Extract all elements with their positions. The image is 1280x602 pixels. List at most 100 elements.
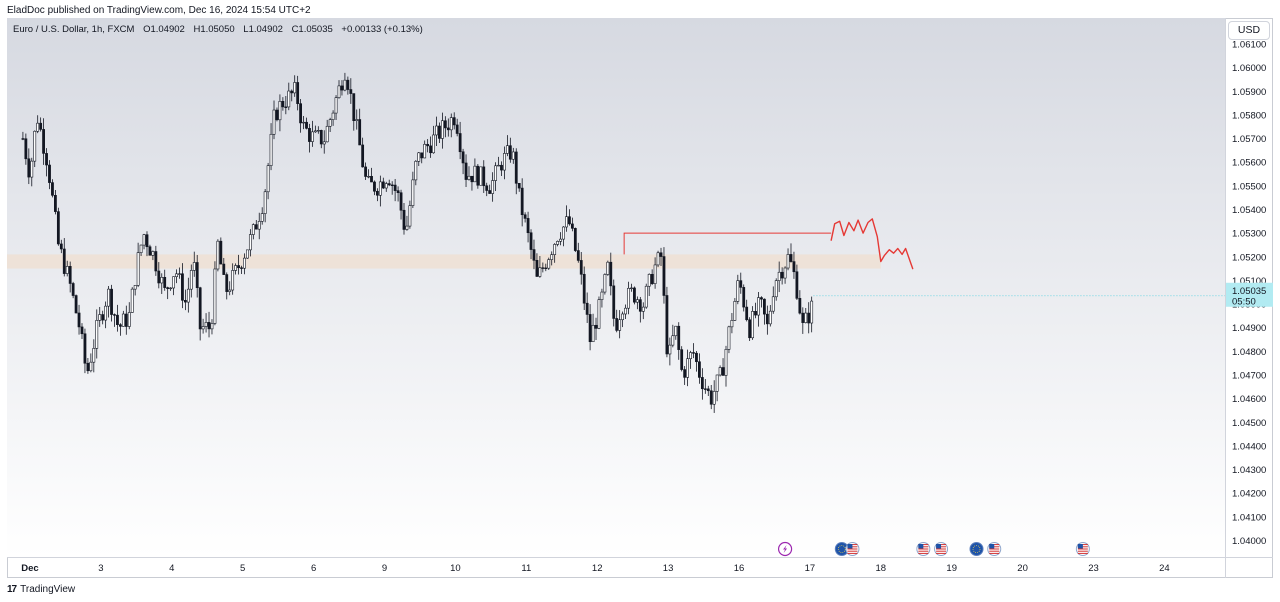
candle-body bbox=[621, 313, 625, 321]
candle bbox=[305, 117, 308, 130]
candle bbox=[319, 129, 323, 149]
candle-body bbox=[71, 283, 75, 296]
candle bbox=[765, 305, 769, 335]
candle bbox=[538, 256, 542, 278]
candle bbox=[213, 261, 217, 326]
candle-body bbox=[570, 223, 574, 229]
candle bbox=[417, 152, 421, 166]
candle bbox=[210, 319, 214, 335]
x-tick-label: 18 bbox=[876, 563, 887, 574]
candle bbox=[207, 311, 211, 338]
candle bbox=[201, 318, 205, 334]
candle bbox=[556, 240, 560, 247]
candle bbox=[763, 298, 766, 325]
symbol-name: Euro / U.S. Dollar, 1h, FXCM bbox=[13, 24, 135, 35]
candle bbox=[104, 301, 108, 329]
candle bbox=[624, 304, 627, 320]
support-resistance-zone[interactable] bbox=[7, 254, 881, 269]
candle-body bbox=[27, 158, 31, 178]
candle-body bbox=[786, 254, 790, 269]
candle-body bbox=[783, 267, 787, 279]
candle bbox=[683, 366, 687, 385]
eu-flag-icon-disc bbox=[969, 542, 984, 556]
candle bbox=[576, 242, 580, 263]
x-tick-label: 5 bbox=[240, 563, 245, 574]
candle-body bbox=[248, 234, 252, 251]
us-flag-icon[interactable] bbox=[987, 542, 1002, 556]
candle bbox=[807, 302, 811, 334]
eu-flag-icon[interactable] bbox=[969, 542, 984, 556]
candle bbox=[771, 286, 775, 314]
candle bbox=[127, 302, 131, 330]
candle-body bbox=[308, 128, 311, 142]
candle bbox=[198, 286, 202, 341]
candle bbox=[237, 254, 240, 275]
candle bbox=[508, 137, 512, 163]
candle-body bbox=[192, 262, 196, 271]
candle bbox=[136, 242, 140, 288]
price-chart[interactable]: 1.06100 1.06000 1.05900 1.05800 1.05700 1.056… bbox=[7, 18, 1273, 578]
candle-body bbox=[107, 288, 110, 307]
footer-brand: 17 TradingView bbox=[7, 584, 75, 595]
candle bbox=[346, 76, 350, 95]
candle bbox=[311, 120, 314, 147]
candle-body bbox=[62, 248, 66, 274]
candle bbox=[792, 251, 796, 279]
candle-body bbox=[334, 97, 338, 114]
y-tick-label: 1.05200 bbox=[1232, 252, 1266, 263]
candle bbox=[219, 237, 223, 265]
ohlc-open: O1.04902 bbox=[143, 24, 185, 35]
candle bbox=[638, 296, 642, 323]
candle bbox=[278, 94, 282, 132]
candle bbox=[325, 119, 329, 143]
us-flag-icon[interactable] bbox=[916, 542, 931, 556]
us-flag-icon[interactable] bbox=[934, 542, 949, 556]
candle-body bbox=[423, 143, 427, 159]
candle-body bbox=[86, 362, 90, 372]
candle-body bbox=[473, 165, 477, 183]
candle-body bbox=[222, 263, 226, 275]
candle-body bbox=[367, 175, 370, 178]
candle-body bbox=[641, 306, 645, 312]
x-tick-label: 12 bbox=[592, 563, 603, 574]
candle bbox=[644, 283, 648, 309]
candle bbox=[718, 365, 722, 377]
currency-button[interactable]: USD bbox=[1228, 21, 1270, 40]
candle-body bbox=[703, 388, 707, 390]
candle-body bbox=[296, 82, 300, 104]
candle bbox=[101, 310, 105, 325]
candle-body bbox=[443, 120, 447, 129]
candle bbox=[473, 158, 477, 183]
candle bbox=[234, 263, 238, 275]
level-line[interactable] bbox=[623, 232, 832, 255]
candle bbox=[260, 207, 264, 225]
candle-body bbox=[532, 249, 536, 261]
candle-body bbox=[169, 287, 173, 290]
ohlc-high: H1.05050 bbox=[193, 24, 235, 35]
candle bbox=[175, 269, 178, 284]
candle-body bbox=[644, 285, 648, 308]
candle bbox=[299, 99, 303, 133]
candle-body bbox=[656, 252, 660, 266]
candle-body bbox=[160, 276, 164, 284]
us-flag-icon[interactable] bbox=[845, 542, 860, 556]
y-tick-label: 1.04600 bbox=[1232, 394, 1266, 405]
candle-body bbox=[80, 326, 84, 335]
candle-body bbox=[482, 166, 486, 187]
candle-body bbox=[529, 232, 533, 250]
candle bbox=[59, 239, 63, 254]
candle bbox=[547, 257, 551, 270]
candle-body bbox=[630, 287, 633, 290]
candle-body bbox=[689, 352, 692, 360]
projection-drawing[interactable] bbox=[830, 218, 914, 270]
y-axis-labels: 1.06100 1.06000 1.05900 1.05800 1.05700 1.056… bbox=[1232, 40, 1266, 547]
us-flag-icon[interactable] bbox=[1075, 542, 1090, 556]
candle-body bbox=[718, 367, 722, 376]
candle bbox=[181, 263, 184, 309]
candle-body bbox=[207, 322, 211, 330]
candle-body bbox=[98, 314, 102, 321]
candle-body bbox=[74, 295, 78, 314]
us-flag-icon-canton bbox=[989, 544, 995, 549]
lightning-icon[interactable] bbox=[777, 541, 793, 557]
